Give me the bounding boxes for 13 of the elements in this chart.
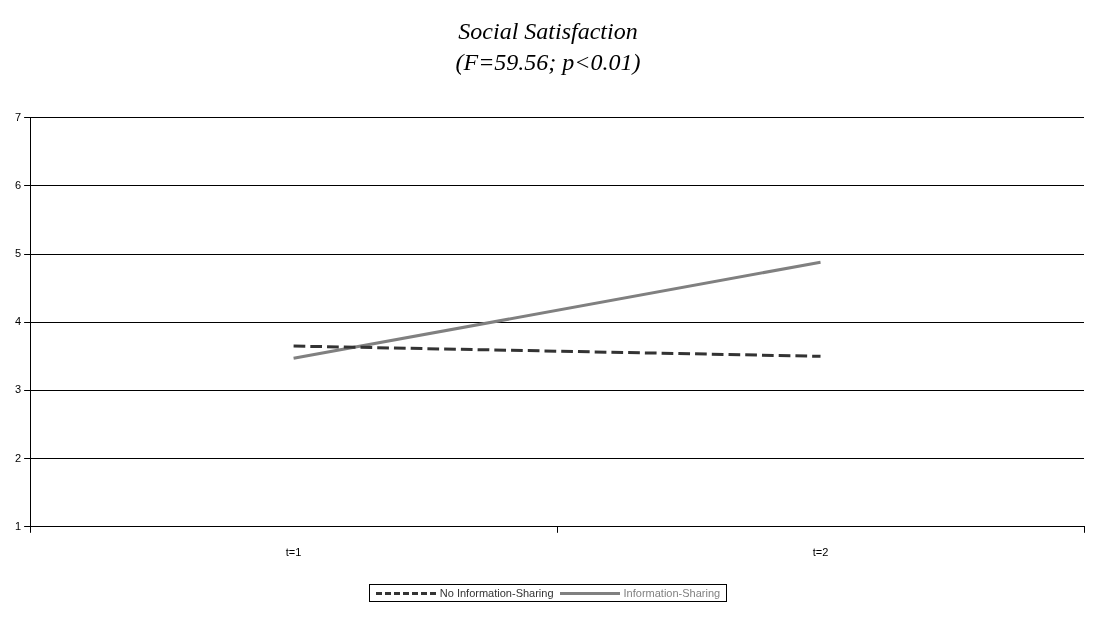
y-tick-label: 1 [14,519,22,532]
x-tick-label: t=1 [285,546,302,559]
y-tick-label: 4 [14,315,22,328]
y-tick-label: 6 [14,178,22,191]
y-tick-label: 5 [14,247,22,260]
chart-title: Social Satisfaction [458,17,638,44]
text: No Information-Sharing [439,587,554,599]
text: Information-Sharing [623,587,721,599]
y-tick-label: 3 [14,383,22,396]
x-tick-label: t=2 [812,546,829,559]
y-tick-label: 7 [14,110,22,123]
y-tick-label: 2 [14,451,22,464]
chart-subtitle: (F=59.56; p<0.01) [455,48,641,75]
